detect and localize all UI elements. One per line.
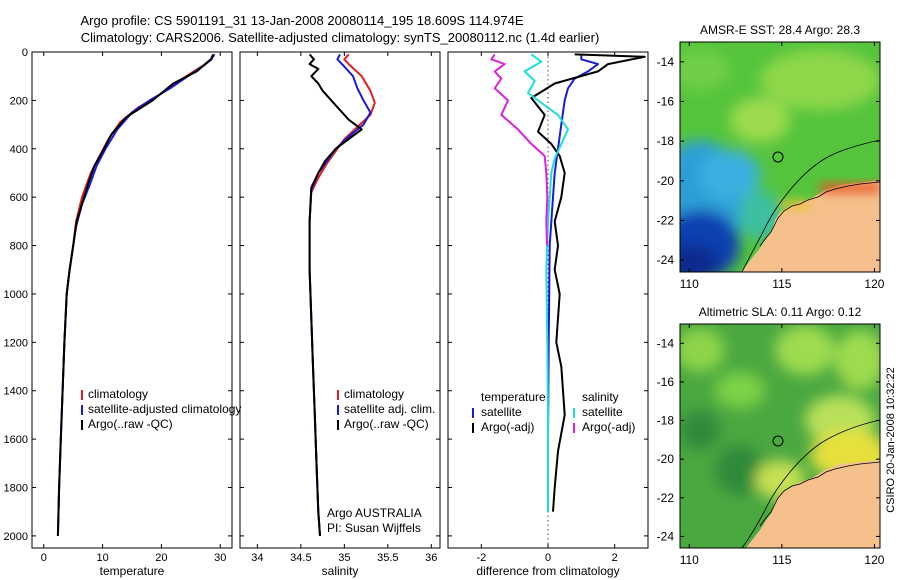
x-tick-label: 34.5 — [290, 552, 311, 564]
x-tick-label: 2 — [612, 552, 618, 564]
x-axis-label: salinity — [322, 564, 359, 578]
map-y-tick-label: -18 — [657, 414, 675, 428]
credit-label: CSIRO 20-Jan-2008 10:32:22 — [885, 367, 897, 513]
x-tick-label: 34 — [251, 552, 263, 564]
legend-label: satellite-adjusted climatology — [88, 402, 241, 416]
series-line-climatology — [56, 53, 216, 536]
map-title: AMSR-E SST: 28.4 Argo: 28.3 — [700, 23, 860, 37]
map-y-tick-label: -14 — [657, 55, 675, 69]
y-tick-label: 1800 — [4, 483, 28, 495]
map-y-tick-label: -24 — [657, 253, 675, 267]
map-x-tick-label: 120 — [864, 277, 884, 291]
map-x-tick-label: 115 — [772, 277, 791, 291]
map-title: Altimetric SLA: 0.11 Argo: 0.12 — [699, 305, 862, 319]
series-line-satellite-adjusted-climatology — [56, 53, 216, 536]
map-y-tick-label: -14 — [657, 336, 675, 350]
legend-label: Argo(-adj) — [481, 420, 534, 434]
x-tick-label: 10 — [96, 552, 108, 564]
x-tick-label: 35.5 — [377, 552, 398, 564]
map-x-tick-label: 120 — [864, 553, 884, 567]
map-y-tick-label: -16 — [657, 94, 675, 108]
map-y-tick-label: -22 — [657, 213, 675, 227]
y-tick-label: 1200 — [4, 337, 28, 349]
x-tick-label: 20 — [155, 552, 167, 564]
legend-label: climatology — [88, 387, 148, 401]
map-y-tick-label: -18 — [657, 134, 675, 148]
series-line-salinity-satellite — [523, 53, 569, 512]
map-y-tick-label: -20 — [657, 174, 675, 188]
panel-frame-0 — [31, 51, 233, 549]
legend-label: Argo(..raw -QC) — [88, 417, 173, 431]
y-tick-label: 0 — [22, 47, 28, 59]
legend-label: satellite — [582, 405, 623, 419]
series-line-satellite-adj-clim- — [308, 53, 372, 536]
series-line-argo-raw-qc- — [56, 53, 215, 536]
series-line-salinity-argo-adj- — [490, 53, 549, 246]
y-tick-label: 1600 — [4, 434, 28, 446]
x-axis-label: temperature — [100, 564, 165, 578]
map-frame-0 — [679, 41, 881, 273]
legend-label: climatology — [344, 387, 404, 401]
legend-label: Argo(-adj) — [582, 420, 635, 434]
x-axis-label: difference from climatology — [476, 564, 619, 578]
y-tick-label: 200 — [10, 95, 28, 107]
legend-group-title: temperature — [481, 390, 546, 404]
series-line-climatology — [308, 53, 376, 536]
map-x-tick-label: 110 — [680, 277, 699, 291]
legend-group-title: salinity — [582, 390, 619, 404]
x-tick-label: 0 — [545, 552, 551, 564]
panel-frame-1 — [239, 51, 441, 549]
legend-label: Argo(..raw -QC) — [344, 417, 429, 431]
series-line-temperature-satellite — [547, 54, 599, 512]
series-line-argo-raw-qc- — [308, 53, 363, 536]
map-x-tick-label: 115 — [772, 553, 791, 567]
figure-title-line2: Climatology: CARS2006. Satellite-adjuste… — [81, 30, 600, 45]
x-tick-label: 30 — [214, 552, 226, 564]
y-tick-label: 1400 — [4, 386, 28, 398]
legend-label: satellite adj. clim. — [344, 402, 435, 416]
map-y-tick-label: -22 — [657, 491, 675, 505]
y-tick-label: 800 — [10, 241, 28, 253]
x-tick-label: -2 — [476, 552, 486, 564]
y-tick-label: 400 — [10, 144, 28, 156]
y-tick-label: 600 — [10, 192, 28, 204]
map-y-tick-label: -24 — [657, 529, 675, 543]
annotation-text: PI: Susan Wijffels — [327, 521, 421, 535]
chart-layer: 0 10 20 30temperature0200400600800100012001… — [4, 23, 885, 578]
annotation-text: Argo AUSTRALIA — [327, 506, 422, 520]
y-tick-label: 2000 — [4, 531, 28, 543]
y-tick-label: 1000 — [4, 289, 28, 301]
map-frame-1 — [679, 323, 881, 549]
series-line-temperature-argo-adj- — [530, 53, 646, 512]
map-y-tick-label: -16 — [657, 375, 675, 389]
map-y-tick-label: -20 — [657, 452, 675, 466]
map-x-tick-label: 110 — [680, 553, 699, 567]
sst-map — [680, 42, 880, 272]
x-tick-label: 35 — [338, 552, 350, 564]
legend-label: satellite — [481, 405, 522, 419]
x-tick-label: 0 — [41, 552, 47, 564]
x-tick-label: 36 — [425, 552, 437, 564]
sla-map — [680, 324, 880, 548]
figure-title-line1: Argo profile: CS 5901191_31 13-Jan-2008 … — [80, 13, 523, 28]
